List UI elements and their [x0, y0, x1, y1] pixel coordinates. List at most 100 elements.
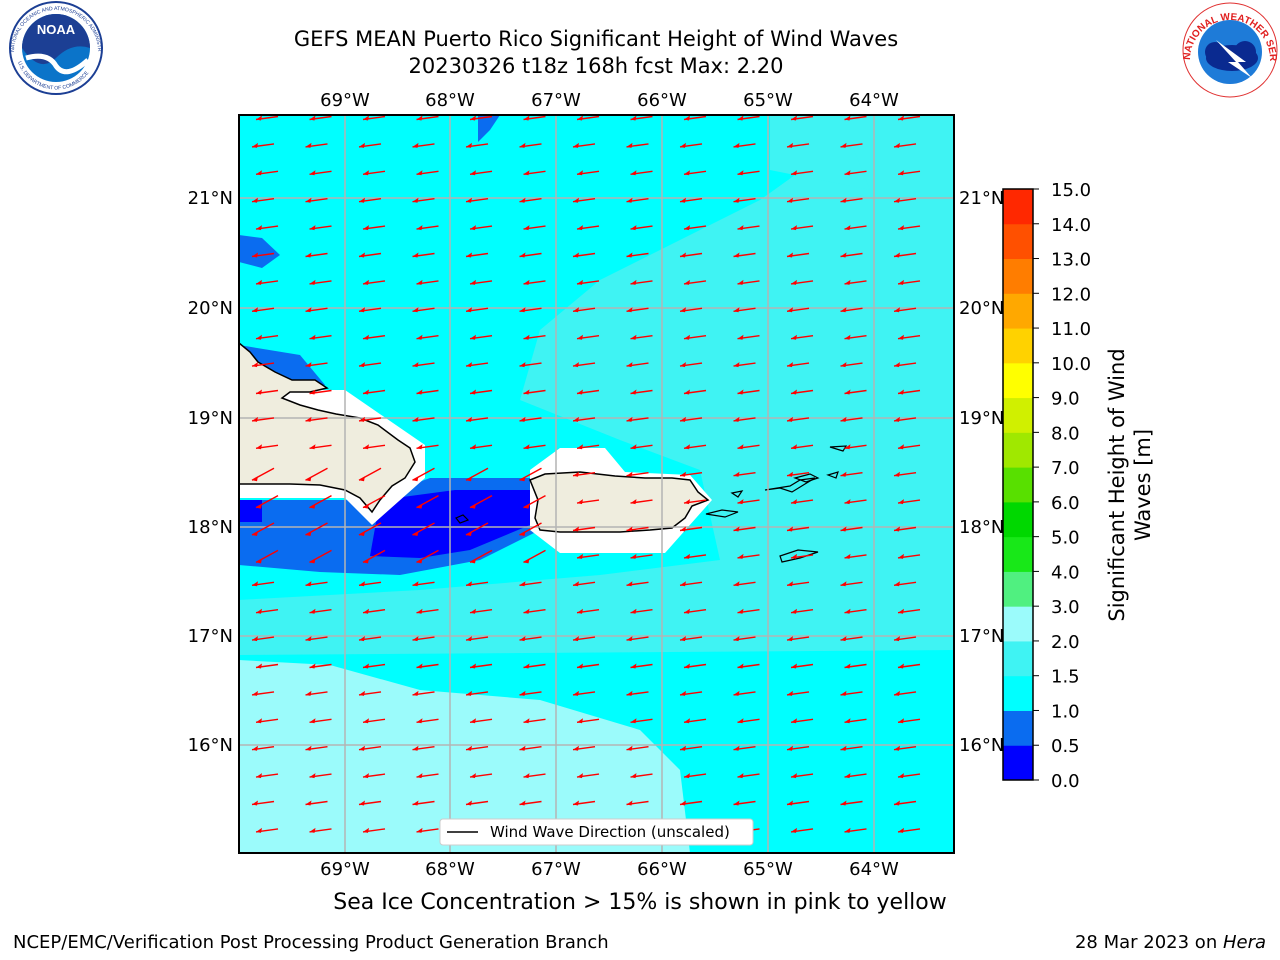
wave-direction-arrow — [733, 690, 756, 696]
wave-direction-arrow — [469, 279, 493, 285]
wave-direction-arrow — [893, 362, 917, 368]
lat-label-left: 16°N — [188, 735, 233, 756]
wave-direction-arrow — [358, 522, 382, 536]
wave-direction-arrow — [572, 581, 596, 587]
wave-direction-arrow — [416, 827, 439, 833]
wave-direction-arrow — [786, 416, 810, 422]
wave-direction-arrow — [305, 252, 328, 258]
wave-direction-arrow — [519, 307, 542, 313]
wave-direction-arrow — [412, 416, 435, 422]
colorbar-tick-label: 13.0 — [1051, 250, 1091, 271]
wave-direction-arrow — [412, 636, 435, 642]
wave-direction-arrow — [790, 389, 814, 395]
wave-direction-arrow — [790, 225, 814, 231]
wave-direction-arrow — [630, 718, 653, 724]
lon-label-top: 67°W — [531, 90, 581, 111]
wave-direction-arrow — [840, 745, 863, 751]
wave-direction-arrow — [358, 252, 382, 258]
colorbar-segment — [1003, 745, 1033, 781]
lon-label-bottom: 66°W — [637, 859, 687, 880]
wave-direction-arrow — [630, 499, 653, 505]
wave-direction-arrow — [786, 197, 810, 203]
wave-direction-arrow — [469, 389, 493, 395]
wave-direction-arrow — [469, 549, 493, 564]
wave-direction-arrow — [893, 745, 917, 751]
wave-contour-0-0p5-edge — [239, 500, 262, 522]
wave-direction-arrow — [840, 362, 863, 368]
wave-direction-arrow — [897, 773, 921, 779]
wave-direction-arrow — [305, 416, 328, 422]
wave-direction-arrow — [305, 307, 328, 313]
wave-direction-arrow — [844, 389, 867, 395]
wave-direction-arrow — [630, 444, 653, 450]
wave-direction-arrow — [786, 581, 810, 587]
map-subtitle: 20230326 t18z 168h fcst Max: 2.20 — [408, 54, 784, 78]
wave-direction-arrow — [412, 362, 435, 368]
wave-direction-arrow — [844, 225, 867, 231]
wave-direction-arrow — [790, 170, 814, 176]
lat-label-right: 20°N — [959, 298, 1004, 319]
wave-direction-arrow — [469, 494, 493, 509]
colorbar-tick-label: 7.0 — [1051, 458, 1080, 479]
legend-label: Wind Wave Direction (unscaled) — [490, 823, 730, 841]
wave-direction-arrow — [362, 494, 386, 509]
wave-direction-arrow — [626, 526, 649, 532]
wave-direction-arrow — [469, 444, 493, 450]
wave-direction-arrow — [255, 608, 279, 614]
wave-direction-arrow — [523, 279, 546, 285]
wave-direction-arrow — [683, 553, 707, 559]
wave-direction-arrow — [469, 115, 493, 121]
wave-direction-arrow — [416, 334, 439, 340]
wave-direction-arrow — [683, 170, 707, 176]
wave-direction-arrow — [897, 827, 921, 833]
colorbar-segment — [1003, 432, 1033, 468]
wave-direction-arrow — [626, 142, 649, 148]
wave-direction-arrow — [893, 416, 917, 422]
wave-direction-arrow — [626, 800, 649, 806]
wave-direction-arrow — [630, 279, 653, 285]
wave-direction-arrow — [519, 636, 542, 642]
land-puerto-rico — [529, 471, 710, 533]
wave-direction-arrow — [576, 334, 600, 340]
wave-direction-arrow — [358, 636, 382, 642]
lon-label-bottom: 68°W — [425, 859, 475, 880]
colorbar-tick-label: 9.0 — [1051, 389, 1080, 410]
wave-direction-arrow — [251, 522, 275, 536]
wave-direction-arrow — [893, 197, 917, 203]
wave-direction-arrow — [679, 252, 703, 258]
wave-direction-arrow — [897, 225, 921, 231]
wave-direction-arrow — [255, 115, 279, 121]
wave-direction-arrow — [416, 608, 439, 614]
wave-direction-arrow — [523, 170, 546, 176]
wave-contour-0p5-1-spot — [239, 235, 280, 268]
wave-direction-arrow — [572, 362, 596, 368]
wave-direction-arrow — [840, 800, 863, 806]
wave-direction-arrow — [572, 252, 596, 258]
wave-direction-arrow — [786, 362, 810, 368]
wave-direction-arrow — [630, 389, 653, 395]
legend-box: Wind Wave Direction (unscaled) — [439, 818, 754, 846]
wave-direction-arrow — [519, 467, 542, 482]
footer-credit: NCEP/EMC/Verification Post Processing Pr… — [13, 932, 609, 953]
wave-direction-arrow — [840, 197, 863, 203]
wave-direction-arrow — [737, 115, 760, 121]
colorbar-tick-label: 6.0 — [1051, 493, 1080, 514]
wave-direction-arrow — [626, 745, 649, 751]
wave-direction-arrow — [255, 225, 279, 231]
colorbar-segment — [1003, 606, 1033, 642]
wave-direction-arrow — [523, 115, 546, 121]
wave-direction-arrow — [362, 663, 386, 669]
wave-direction-arrow — [255, 279, 279, 285]
wave-direction-arrow — [251, 636, 275, 642]
wave-direction-arrow — [523, 444, 546, 450]
wave-direction-arrow — [358, 690, 382, 696]
wave-direction-arrow — [469, 663, 493, 669]
noaa-logo-text: NOAA — [37, 22, 76, 37]
wave-direction-arrow — [790, 444, 814, 450]
wave-direction-arrow — [358, 197, 382, 203]
colorbar-segment — [1003, 675, 1033, 711]
wave-direction-arrow — [309, 663, 332, 669]
wave-direction-arrow — [358, 362, 382, 368]
wave-direction-arrow — [737, 444, 760, 450]
